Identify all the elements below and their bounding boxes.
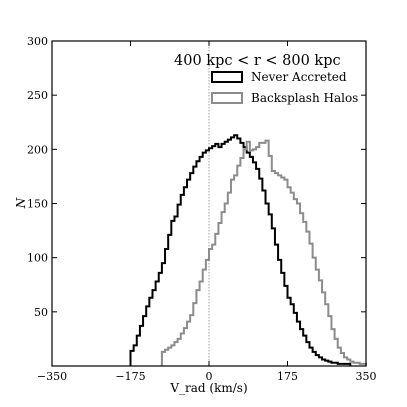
y-tick-label: 250 xyxy=(27,89,48,102)
y-tick-label: 50 xyxy=(34,306,48,319)
legend-label-2: Backsplash Halos xyxy=(251,91,358,105)
x-tick-label: 175 xyxy=(277,370,298,383)
y-tick-label: 100 xyxy=(27,252,48,265)
histogram-series-2 xyxy=(160,139,367,366)
legend: Never Accreted Backsplash Halos xyxy=(211,70,358,105)
histogram-series-layer xyxy=(129,134,367,366)
x-tick-label: −175 xyxy=(115,370,145,383)
legend-swatch-1 xyxy=(211,71,243,83)
y-axis-label: N xyxy=(14,197,28,209)
chart-annotation: 400 kpc < r < 800 kpc xyxy=(174,53,341,69)
x-tick-label: 0 xyxy=(206,370,213,383)
axis-ticks: −350 −175 0 175 350 50 100 150 200 250 300 xyxy=(27,35,377,383)
legend-label-1: Never Accreted xyxy=(251,70,347,84)
histogram-series-1 xyxy=(129,134,352,366)
y-tick-label: 200 xyxy=(27,143,48,156)
y-tick-label: 300 xyxy=(27,35,48,48)
x-tick-label: 350 xyxy=(356,370,377,383)
x-axis-label: V_rad (km/s) xyxy=(169,381,247,395)
legend-swatch-2 xyxy=(211,92,243,104)
x-tick-label: −350 xyxy=(37,370,67,383)
y-tick-label: 150 xyxy=(27,198,48,211)
